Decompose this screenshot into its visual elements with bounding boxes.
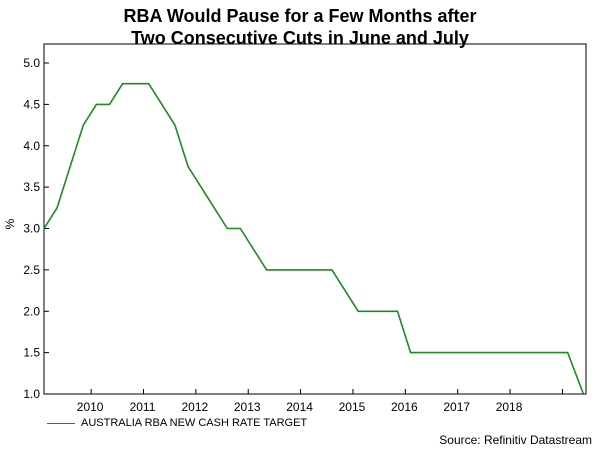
series-line-0 <box>43 82 585 395</box>
y-tick-label: 3.0 <box>23 222 40 236</box>
x-tick-label: 2010 <box>77 400 104 414</box>
chart-title-line-1: RBA Would Pause for a Few Months after <box>123 6 477 26</box>
x-tick-label: 2015 <box>339 400 366 414</box>
x-tick-label: 2016 <box>391 400 418 414</box>
source-note: Source: Refinitiv Datastream <box>439 433 592 447</box>
x-tick-label: 2017 <box>443 400 470 414</box>
y-tick-label: 1.5 <box>23 346 40 360</box>
plot-frame <box>43 43 587 395</box>
x-tick-label: 2014 <box>286 400 313 414</box>
y-tick-label: 3.5 <box>23 180 40 194</box>
chart-title-line-2: Two Consecutive Cuts in June and July <box>131 28 469 48</box>
x-tick-label: 2018 <box>496 400 523 414</box>
y-tick-label: 2.5 <box>23 263 40 277</box>
y-axis-label: % <box>3 218 17 229</box>
y-tick-label: 4.0 <box>23 139 40 153</box>
y-tick-label: 4.5 <box>23 97 40 111</box>
legend: AUSTRALIA RBA NEW CASH RATE TARGET <box>47 415 307 431</box>
x-tick-label: 2012 <box>182 400 209 414</box>
x-tick-label: 2013 <box>234 400 261 414</box>
x-tick-label: 2011 <box>130 400 156 414</box>
y-tick-label: 5.0 <box>23 56 40 70</box>
y-tick-label: 1.0 <box>23 387 40 401</box>
legend-label: AUSTRALIA RBA NEW CASH RATE TARGET <box>81 417 308 429</box>
legend-swatch <box>47 422 75 424</box>
y-tick-label: 2.0 <box>23 304 40 318</box>
